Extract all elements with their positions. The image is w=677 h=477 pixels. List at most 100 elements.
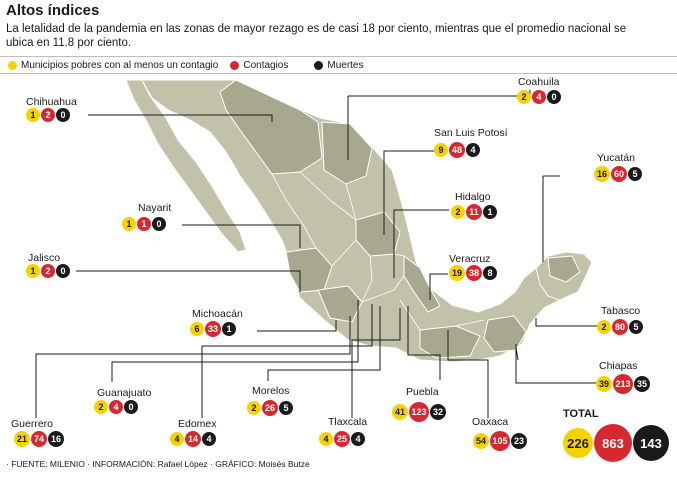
state-label: Edomex bbox=[178, 418, 217, 430]
contagios-count-circle: 74 bbox=[31, 431, 47, 447]
contagios-count-circle: 38 bbox=[466, 265, 482, 281]
poor-count-circle: 2 bbox=[451, 205, 465, 219]
poor-count-circle: 41 bbox=[392, 404, 408, 420]
state-coahuila bbox=[321, 121, 373, 185]
muertes-count-circle: 0 bbox=[124, 400, 138, 414]
highlighted-states bbox=[219, 79, 581, 359]
state-label: Michoacán bbox=[192, 308, 243, 320]
poor-count-circle: 9 bbox=[434, 143, 448, 157]
poor-count-circle: 2 bbox=[597, 320, 611, 334]
contagios-count-circle: 60 bbox=[611, 166, 627, 182]
poor-count-circle: 4 bbox=[170, 432, 184, 446]
contagios-count-circle: 80 bbox=[612, 319, 628, 335]
state-label: Jalisco bbox=[28, 252, 61, 264]
state-label: Veracruz bbox=[449, 253, 491, 265]
muertes-count-circle: 0 bbox=[152, 217, 166, 231]
page-title: Altos índices bbox=[6, 2, 100, 19]
muertes-count-circle: 8 bbox=[483, 266, 497, 280]
state-values: 41 123 32 bbox=[392, 402, 447, 422]
state-label: San Luis Potosí bbox=[434, 127, 508, 139]
muertes-count-circle: 5 bbox=[629, 320, 643, 334]
red-dot-icon bbox=[230, 60, 240, 70]
poor-count-circle: 1 bbox=[122, 217, 136, 231]
muertes-count-circle: 16 bbox=[48, 431, 64, 447]
state-values: 6 33 1 bbox=[190, 321, 237, 337]
contagios-count-circle: 14 bbox=[185, 431, 201, 447]
contagios-count-circle: 123 bbox=[409, 402, 429, 422]
muertes-count-circle: 5 bbox=[279, 401, 293, 415]
state-values: 4 14 4 bbox=[170, 431, 217, 447]
baja-california bbox=[125, 79, 247, 253]
state-values: 16 60 5 bbox=[594, 166, 643, 182]
state-michoacan bbox=[317, 285, 363, 323]
state-values: 39 213 35 bbox=[596, 374, 651, 394]
state-label: Yucatán bbox=[597, 152, 635, 164]
contagios-count-circle: 11 bbox=[466, 204, 482, 220]
muertes-count-circle: 23 bbox=[511, 433, 527, 449]
state-borders bbox=[271, 171, 485, 331]
state-label: Chihuahua bbox=[26, 96, 77, 108]
contagios-count-circle: 2 bbox=[41, 108, 55, 122]
state-label: Chiapas bbox=[599, 360, 638, 372]
state-values: 54 105 23 bbox=[473, 431, 528, 451]
subtitle: La letalidad de la pandemia en las zonas… bbox=[6, 23, 627, 49]
legend-label: Municipios pobres con al menos un contag… bbox=[21, 59, 219, 71]
legend-item-muertes: Muertes bbox=[314, 59, 364, 71]
contagios-count-circle: 25 bbox=[334, 431, 350, 447]
muertes-count-circle: 4 bbox=[466, 143, 480, 157]
contagios-count-circle: 2 bbox=[41, 264, 55, 278]
state-label: Guerrero bbox=[11, 418, 54, 430]
state-values: 21 74 16 bbox=[14, 431, 65, 447]
state-label: Tabasco bbox=[601, 305, 641, 317]
muertes-count-circle: 35 bbox=[634, 376, 650, 392]
state-label: Tlaxcala bbox=[328, 416, 368, 428]
contagios-count-circle: 26 bbox=[262, 400, 278, 416]
poor-count-circle: 1 bbox=[26, 108, 40, 122]
state-values: 9 48 4 bbox=[434, 142, 481, 158]
state-values: 4 25 4 bbox=[319, 431, 366, 447]
black-dot-icon bbox=[314, 60, 324, 70]
yellow-dot-icon bbox=[8, 60, 17, 70]
contagios-count-circle: 48 bbox=[449, 142, 465, 158]
legend-item-poor: Municipios pobres con al menos un contag… bbox=[8, 60, 218, 71]
footer-credits: · FUENTE: MILENIO · INFORMACIÓN: Rafael … bbox=[6, 459, 310, 469]
state-label: Coahuila bbox=[518, 76, 560, 88]
muertes-count-circle: 1 bbox=[222, 322, 236, 336]
muertes-count-circle: 0 bbox=[56, 264, 70, 278]
legend-label: Contagios bbox=[243, 59, 289, 71]
total-label: TOTAL bbox=[563, 408, 599, 420]
total-muertes-count-circle: 143 bbox=[633, 425, 669, 461]
muertes-count-circle: 32 bbox=[430, 404, 446, 420]
state-values: 19 38 8 bbox=[449, 265, 498, 281]
state-values: 2 26 5 bbox=[247, 400, 294, 416]
contagios-count-circle: 213 bbox=[613, 374, 633, 394]
muertes-count-circle: 4 bbox=[202, 432, 216, 446]
muertes-count-circle: 1 bbox=[483, 205, 497, 219]
poor-count-circle: 21 bbox=[14, 431, 30, 447]
total-contagios-count-circle: 863 bbox=[594, 424, 632, 462]
state-label: Nayarit bbox=[138, 202, 172, 214]
poor-count-circle: 1 bbox=[26, 264, 40, 278]
contagios-count-circle: 105 bbox=[490, 431, 510, 451]
total-poor-count-circle: 226 bbox=[563, 428, 593, 458]
muertes-count-circle: 5 bbox=[628, 167, 642, 181]
muertes-count-circle: 4 bbox=[351, 432, 365, 446]
legend-label: Muertes bbox=[327, 59, 364, 71]
muertes-count-circle: 0 bbox=[547, 90, 561, 104]
poor-count-circle: 2 bbox=[247, 401, 261, 415]
state-values: 2 11 1 bbox=[451, 204, 498, 220]
contagios-count-circle: 4 bbox=[109, 400, 123, 414]
poor-count-circle: 54 bbox=[473, 433, 489, 449]
legend: Municipios pobres con al menos un contag… bbox=[0, 56, 677, 74]
contagios-count-circle: 4 bbox=[532, 90, 546, 104]
poor-count-circle: 19 bbox=[449, 265, 465, 281]
leader-lines bbox=[35, 90, 598, 418]
state-label: Hidalgo bbox=[455, 191, 491, 203]
poor-count-circle: 6 bbox=[190, 322, 204, 336]
state-label: Guanajuato bbox=[97, 387, 152, 399]
poor-count-circle: 16 bbox=[594, 166, 610, 182]
